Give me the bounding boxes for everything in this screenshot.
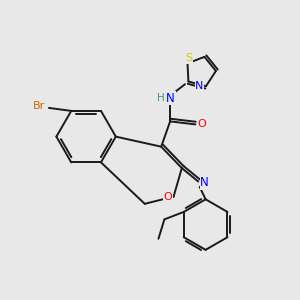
Text: O: O [198, 119, 206, 129]
Text: O: O [164, 192, 172, 202]
Text: N: N [167, 92, 175, 105]
Text: S: S [185, 53, 193, 63]
Text: N: N [195, 81, 204, 91]
Text: N: N [200, 176, 209, 190]
Text: Br: Br [33, 101, 46, 111]
Text: H: H [157, 93, 164, 103]
